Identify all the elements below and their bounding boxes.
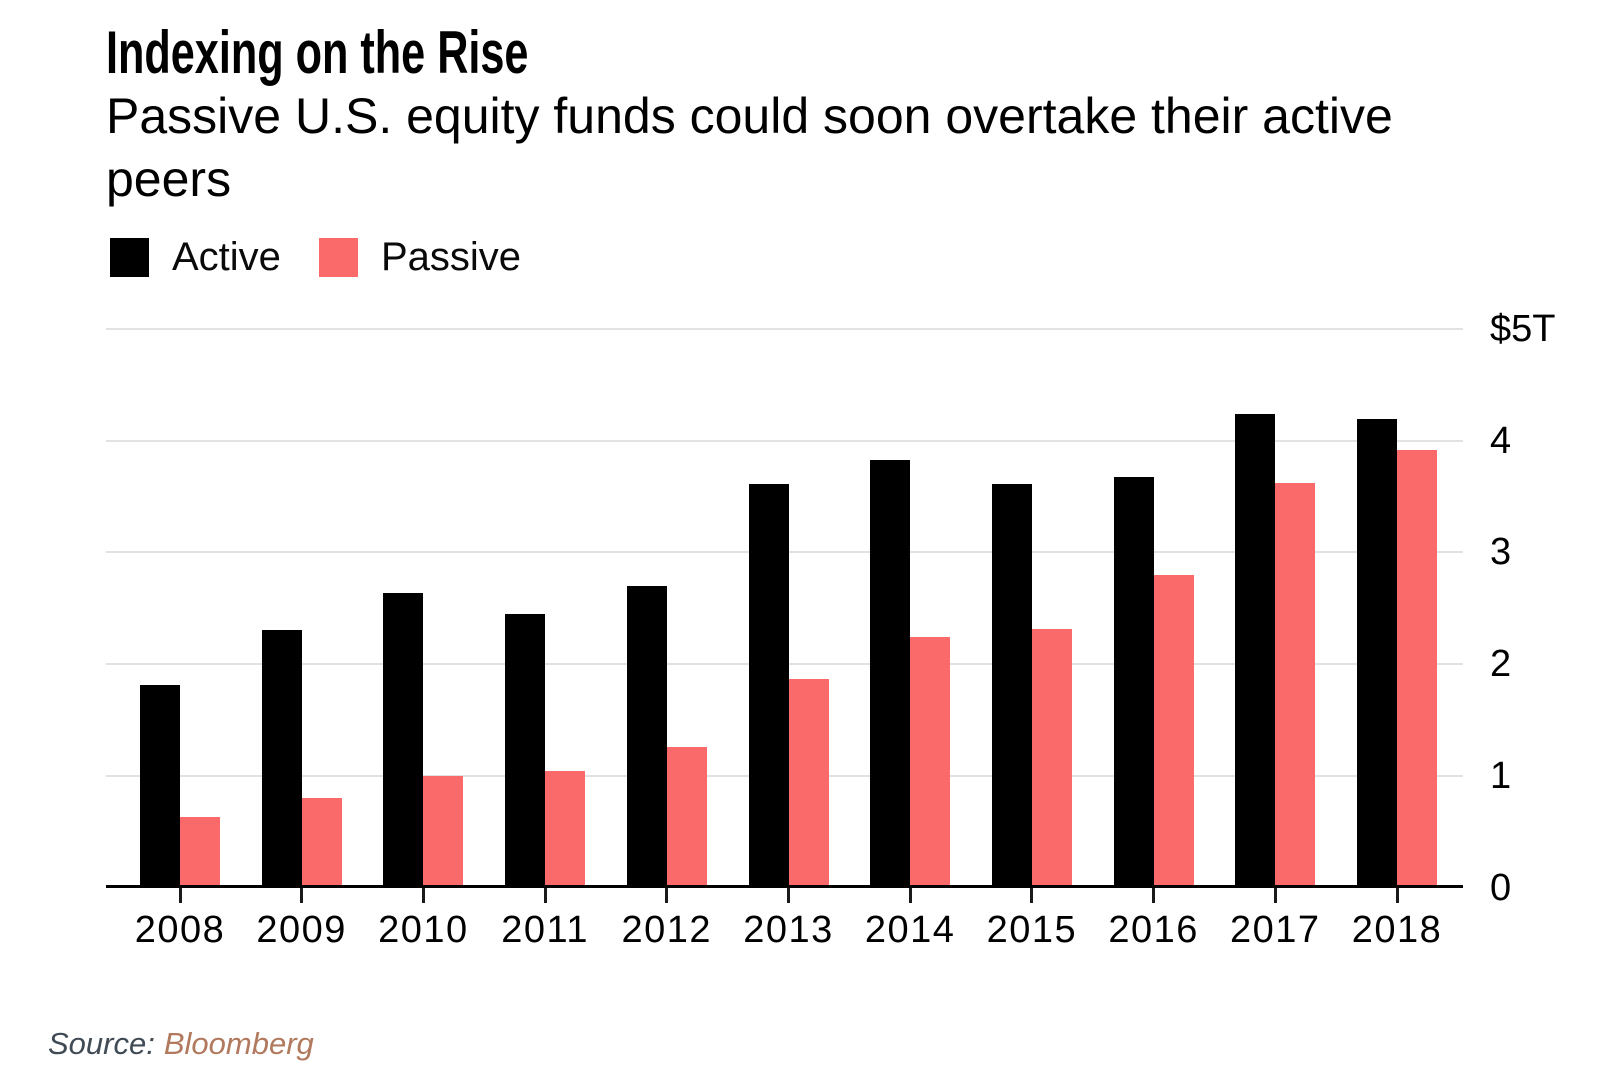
x-axis-label-2014: 2014 [864,909,956,951]
x-axis-label-2015: 2015 [986,909,1078,951]
source-prefix: Source: [48,1026,155,1061]
bar-passive-2015 [1031,628,1072,888]
bar-passive-2016 [1153,575,1194,888]
x-tick-2017 [1273,887,1277,903]
x-tick-2013 [787,887,790,903]
bar-passive-2013 [788,679,829,888]
legend-swatch-active-icon [110,237,149,277]
x-axis-label-2012: 2012 [621,909,713,951]
legend: Active Passive [110,234,521,280]
bar-active-2012 [626,586,667,888]
bar-active-2009 [261,629,302,888]
x-tick-2010 [421,887,425,903]
legend-item-passive: Passive [318,234,521,280]
x-tick-2016 [1152,887,1156,903]
bar-passive-2010 [423,776,464,888]
bar-active-2016 [1113,476,1154,888]
y-axis-label-2: 2 [1490,643,1512,686]
bar-passive-2017 [1275,482,1316,888]
legend-swatch-passive-icon [318,237,358,277]
bar-passive-2008 [180,816,220,888]
bar-active-2010 [383,593,424,888]
bar-passive-2014 [910,636,951,888]
y-axis-label-1: 1 [1490,754,1512,797]
gridline-5 [106,328,1463,330]
bar-passive-2018 [1397,450,1437,888]
subtitle-line-1: Passive U.S. equity funds could soon ove… [106,88,1393,144]
bar-passive-2012 [666,747,707,888]
x-tick-2018 [1395,887,1399,903]
x-axis-baseline [106,885,1463,888]
bar-active-2013 [748,483,789,888]
x-axis-label-2018: 2018 [1351,909,1443,951]
x-axis-label-2016: 2016 [1108,909,1199,951]
legend-label-passive: Passive [380,234,521,279]
y-axis-label-0: 0 [1490,866,1512,909]
bar-active-2011 [505,614,546,888]
x-axis-label-2011: 2011 [501,909,589,951]
bar-passive-2009 [301,797,342,888]
y-axis-label-5: $5T [1490,308,1556,350]
x-axis-label-2013: 2013 [743,909,834,951]
legend-item-active: Active [110,235,281,280]
bar-passive-2011 [545,770,586,888]
legend-label-active: Active [172,234,281,279]
y-axis-label-4: 4 [1490,419,1512,462]
x-tick-2015 [1030,887,1034,903]
chart-subtitle: Passive U.S. equity funds could soon ove… [106,85,1393,211]
bar-active-2018 [1357,418,1397,888]
chart-title: Indexing on the Rise [106,20,693,86]
bar-active-2017 [1235,414,1276,888]
x-tick-2008 [178,887,182,903]
x-axis-label-2010: 2010 [378,909,469,951]
bar-active-2015 [991,483,1032,888]
x-tick-2014 [908,887,912,903]
bar-active-2014 [870,460,911,888]
bar-active-2008 [140,684,180,888]
x-tick-2011 [543,887,547,903]
source-link[interactable]: Bloomberg [163,1026,314,1061]
chart-title-text: Indexing on the Rise [106,19,529,86]
source-line: Source: Bloomberg [48,1026,314,1062]
x-axis-label-2017: 2017 [1230,909,1321,951]
x-tick-2009 [300,887,304,903]
subtitle-line-2: peers [106,151,232,207]
x-tick-2012 [665,887,669,903]
gridline-4 [106,439,1463,442]
x-axis-label-2008: 2008 [134,909,226,951]
y-axis-label-3: 3 [1490,531,1512,574]
x-axis-label-2009: 2009 [256,909,347,951]
